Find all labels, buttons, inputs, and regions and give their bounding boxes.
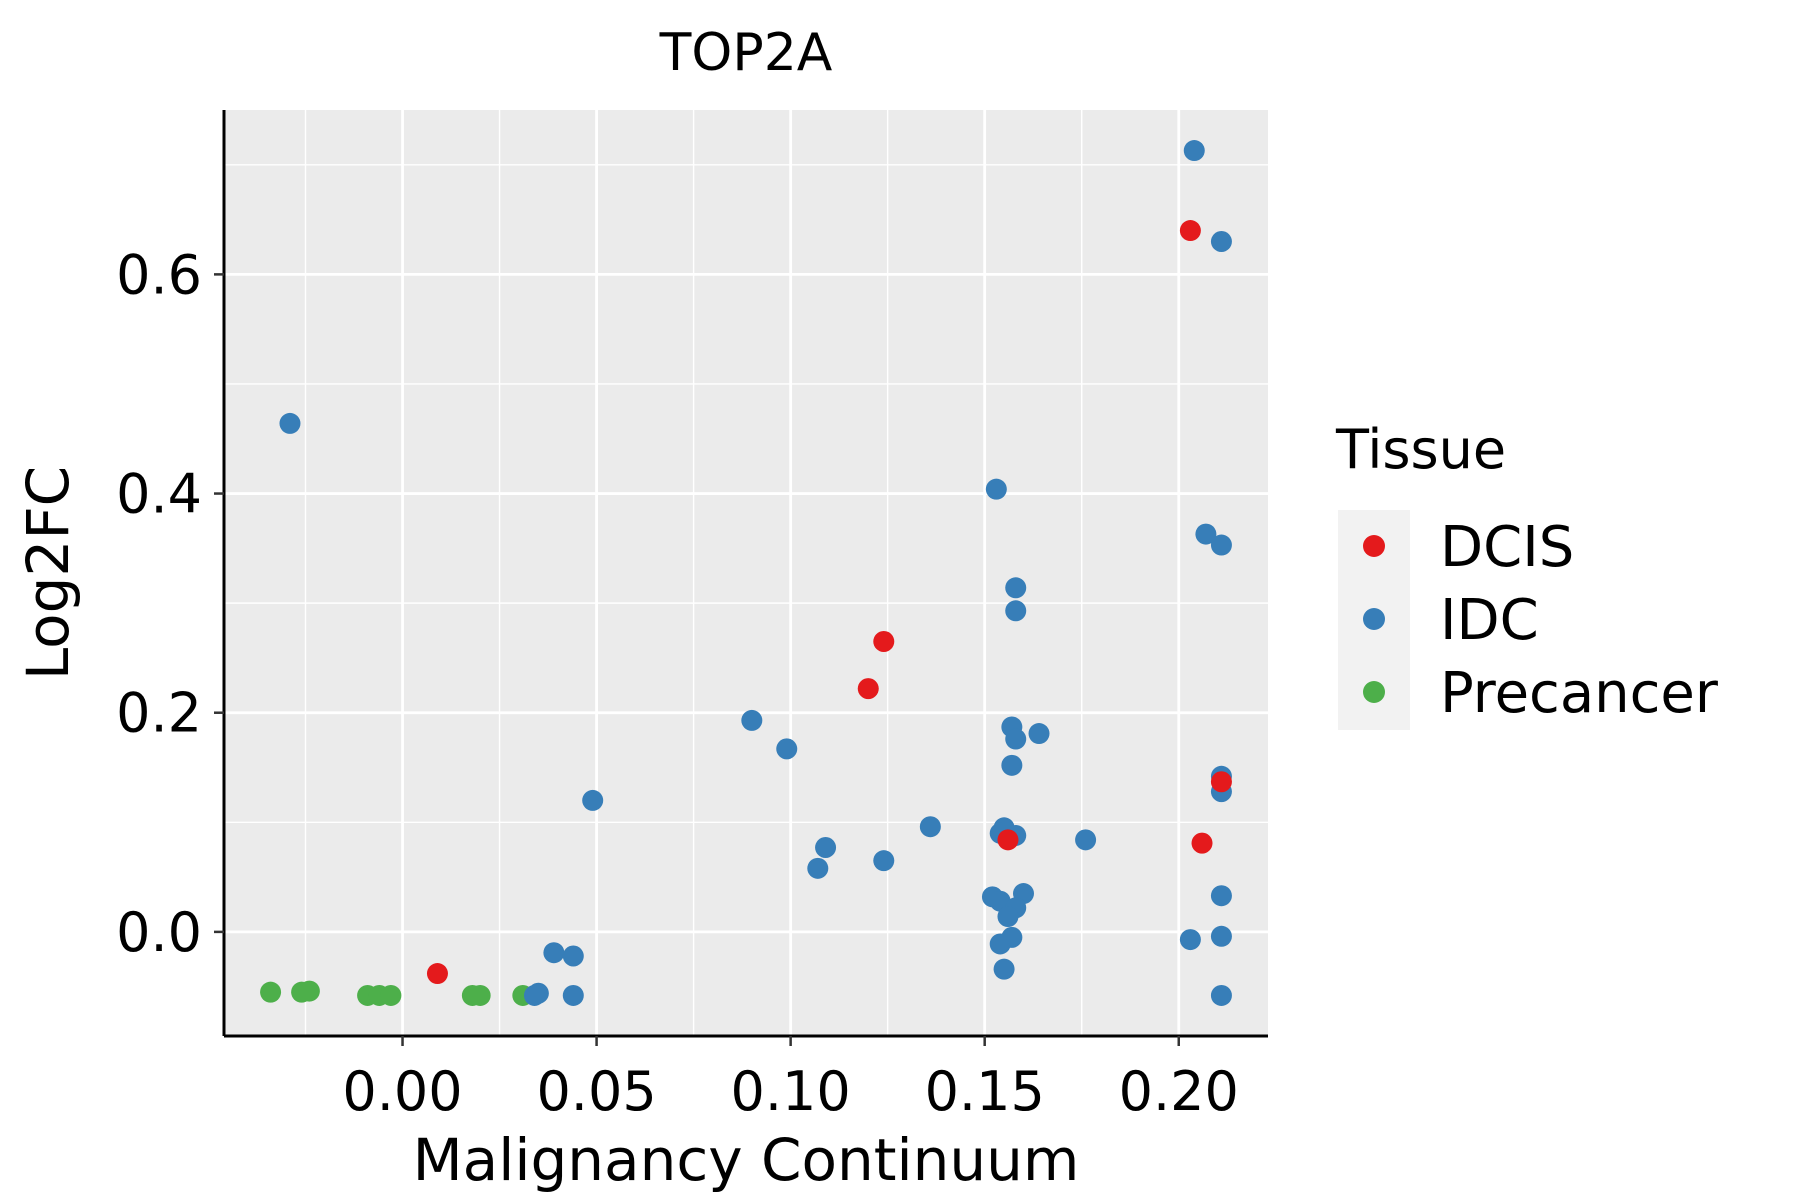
data-point-idc — [1210, 231, 1232, 253]
data-point-idc — [1005, 728, 1027, 750]
data-point-idc — [562, 984, 584, 1006]
x-axis-ticks: 0.00 0.05 0.10 0.15 0.20 — [342, 1036, 1239, 1123]
y-axis-ticks: 0.0 0.2 0.4 0.6 — [116, 243, 224, 964]
y-tick-label: 0.2 — [116, 682, 202, 745]
plot-panel — [224, 110, 1268, 1036]
data-point-dcis — [997, 829, 1019, 851]
data-point-idc — [1195, 523, 1217, 545]
data-point-idc — [919, 816, 941, 838]
data-point-idc — [1210, 885, 1232, 907]
data-point-precancer — [469, 984, 491, 1006]
grid-major-lines — [224, 110, 1268, 1036]
chart-title: TOP2A — [659, 23, 833, 83]
legend-key-idc — [1363, 608, 1385, 630]
data-point-idc — [562, 945, 584, 967]
y-tick-label: 0.4 — [116, 463, 202, 526]
data-point-idc — [807, 857, 829, 879]
data-point-idc — [1005, 577, 1027, 599]
data-point-precancer — [298, 980, 320, 1002]
x-tick-label: 0.05 — [536, 1060, 656, 1123]
data-point-idc — [1001, 754, 1023, 776]
data-point-dcis — [873, 630, 895, 652]
data-point-idc — [993, 958, 1015, 980]
data-point-dcis — [857, 678, 879, 700]
legend-label-dcis: DCIS — [1440, 515, 1574, 580]
x-tick-label: 0.15 — [925, 1060, 1045, 1123]
data-point-dcis — [426, 963, 448, 985]
legend: Tissue DCIS IDC Precancer — [1335, 418, 1719, 730]
x-tick-label: 0.20 — [1119, 1060, 1239, 1123]
legend-key-dcis — [1363, 535, 1385, 557]
data-point-idc — [985, 478, 1007, 500]
y-tick-label: 0.0 — [116, 901, 202, 964]
y-tick-label: 0.6 — [116, 243, 202, 306]
data-point-idc — [279, 412, 301, 434]
data-point-precancer — [380, 984, 402, 1006]
data-point-dcis — [1191, 832, 1213, 854]
data-point-idc — [1005, 600, 1027, 622]
legend-label-precancer: Precancer — [1440, 661, 1719, 726]
legend-label-idc: IDC — [1440, 588, 1539, 653]
data-point-idc — [1183, 140, 1205, 162]
data-point-idc — [776, 738, 798, 760]
x-tick-label: 0.00 — [342, 1060, 462, 1123]
data-point-idc — [815, 837, 837, 859]
legend-title: Tissue — [1335, 418, 1506, 481]
data-point-dcis — [1179, 220, 1201, 242]
x-tick-label: 0.10 — [731, 1060, 851, 1123]
data-point-idc — [582, 789, 604, 811]
data-point-idc — [1075, 829, 1097, 851]
data-point-precancer — [260, 981, 282, 1003]
data-point-idc — [1210, 925, 1232, 947]
data-point-idc — [1028, 723, 1050, 745]
data-point-idc — [1210, 984, 1232, 1006]
data-point-idc — [1179, 929, 1201, 951]
data-point-idc — [873, 850, 895, 872]
data-point-idc — [1210, 534, 1232, 556]
grid-minor-lines — [224, 110, 1268, 1036]
x-axis-title: Malignancy Continuum — [413, 1126, 1080, 1194]
data-points — [260, 140, 1232, 1006]
data-point-idc — [523, 984, 545, 1006]
y-axis-title: Log2FC — [14, 466, 82, 680]
data-point-dcis — [1210, 771, 1232, 793]
data-point-idc — [543, 942, 565, 964]
data-point-idc — [741, 709, 763, 731]
legend-key-precancer — [1363, 681, 1385, 703]
data-point-idc — [997, 906, 1019, 928]
data-point-idc — [989, 933, 1011, 955]
